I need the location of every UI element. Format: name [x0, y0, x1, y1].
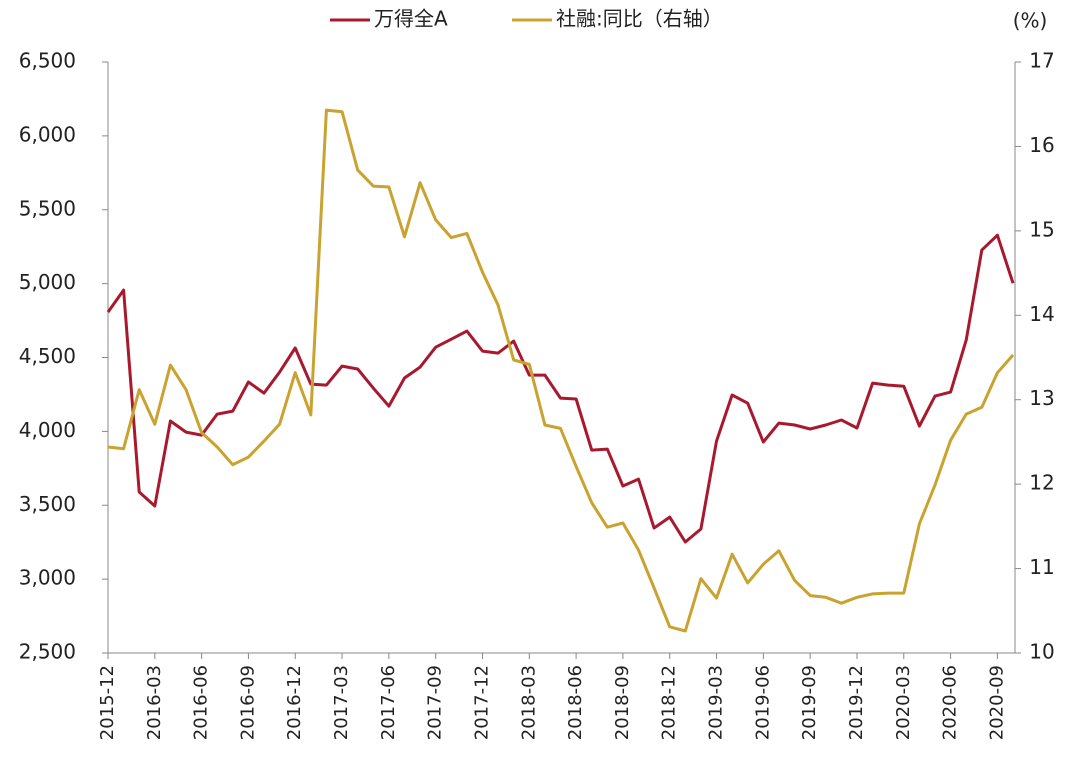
- x-tick-label: 2017-09: [425, 665, 446, 740]
- x-tick-label: 2017-03: [331, 665, 352, 740]
- x-tick-label: 2020-06: [940, 665, 961, 740]
- x-tick-label: 2015-12: [97, 665, 118, 740]
- x-tick-label: 2016-09: [237, 665, 258, 740]
- y2-tick-label: 11: [1029, 555, 1054, 579]
- x-tick-label: 2018-06: [565, 665, 586, 740]
- x-tick-label: 2019-09: [799, 665, 820, 740]
- y-tick-label: 4,000: [19, 418, 76, 442]
- x-tick-label: 2016-12: [284, 665, 305, 740]
- legend-label: 万得全A: [374, 7, 448, 31]
- x-tick-label: 2017-06: [378, 665, 399, 740]
- series-line: [107, 108, 1015, 633]
- y2-tick-label: 14: [1029, 302, 1054, 326]
- x-tick-label: 2020-03: [893, 665, 914, 740]
- y2-tick-label: 16: [1029, 133, 1054, 157]
- y-tick-label: 5,500: [19, 196, 76, 220]
- x-tick-label: 2016-06: [191, 665, 212, 740]
- x-tick-label: 2018-03: [518, 665, 539, 740]
- legend-label: 社融:同比（右轴）: [556, 7, 723, 31]
- x-tick-label: 2019-03: [706, 665, 727, 740]
- x-tick-label: 2018-12: [659, 665, 680, 740]
- x-tick-label: 2016-03: [144, 665, 165, 740]
- y-tick-label: 2,500: [19, 640, 76, 664]
- y-tick-label: 6,500: [19, 49, 76, 73]
- y-tick-label: 5,000: [19, 270, 76, 294]
- y-tick-label: 3,500: [19, 492, 76, 516]
- x-tick-label: 2020-09: [986, 665, 1007, 740]
- y-tick-label: 6,000: [19, 122, 76, 146]
- y-tick-label: 4,500: [19, 344, 76, 368]
- x-tick-label: 2019-06: [752, 665, 773, 740]
- y2-tick-label: 17: [1029, 49, 1054, 73]
- y2-axis-label: (%): [1013, 9, 1048, 33]
- series-line: [106, 233, 1015, 544]
- x-tick-label: 2018-09: [612, 665, 633, 740]
- x-tick-label: 2019-12: [846, 665, 867, 740]
- x-tick-label: 2017-12: [471, 665, 492, 740]
- y2-tick-label: 15: [1029, 217, 1054, 241]
- y-tick-label: 3,000: [19, 566, 76, 590]
- y2-tick-label: 12: [1029, 471, 1054, 495]
- y2-tick-label: 10: [1029, 640, 1054, 664]
- y2-tick-label: 13: [1029, 386, 1054, 410]
